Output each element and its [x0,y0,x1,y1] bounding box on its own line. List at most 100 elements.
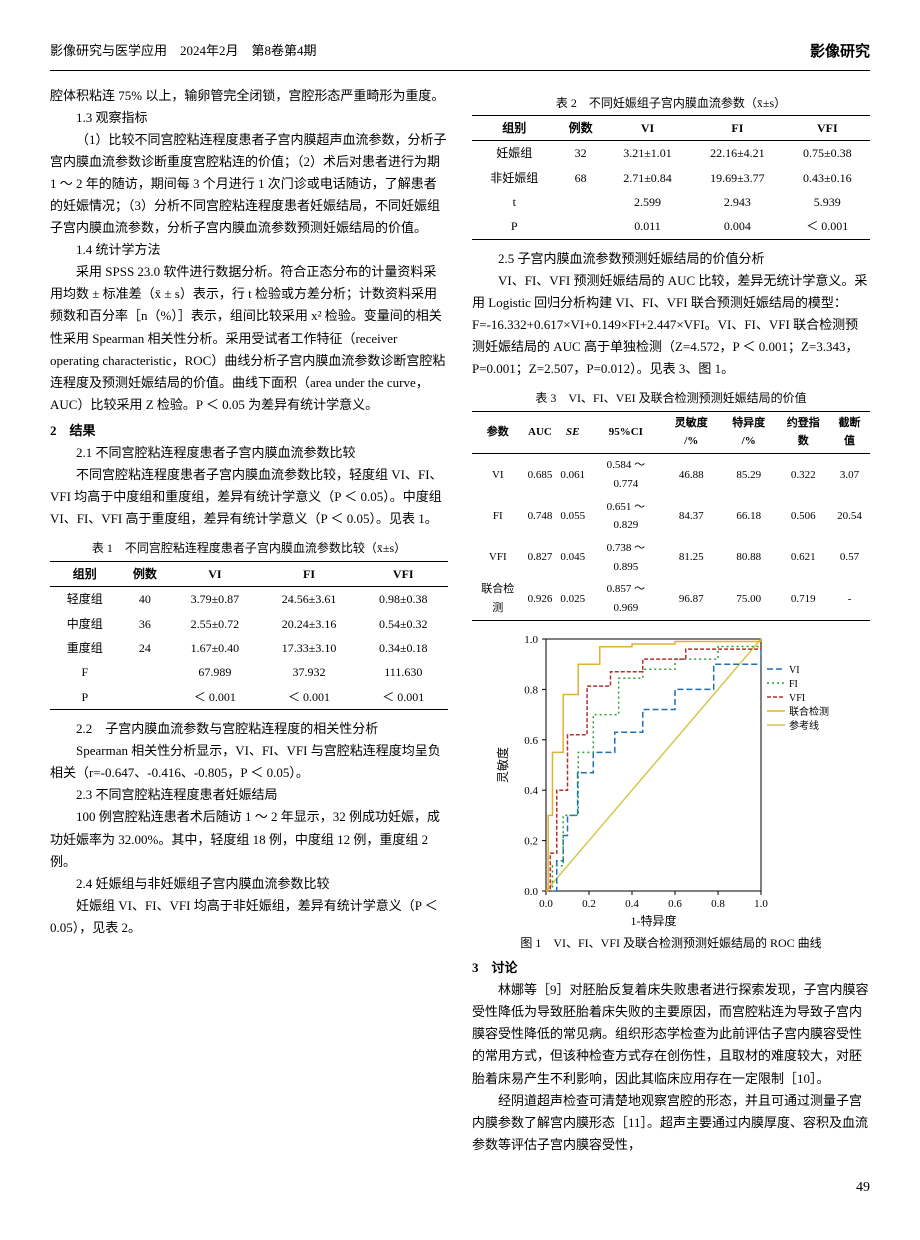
td: 0.584 ～ 0.774 [589,454,663,496]
paragraph: VI、FI、VFI 预测妊娠结局的 AUC 比较，差异无统计学意义。采用 Log… [472,270,870,380]
td: 0.926 [524,578,557,620]
td: 75.00 [720,578,777,620]
table-row: 联合检测0.9260.0250.857 ～ 0.96996.8775.000.7… [472,578,870,620]
svg-text:0.2: 0.2 [582,898,596,910]
td: 0.506 [777,496,829,537]
table-row: VI0.6850.0610.584 ～ 0.77446.8885.290.322… [472,454,870,496]
th: 组别 [472,115,557,140]
table-row: 妊娠组323.21±1.0122.16±4.210.75±0.38 [472,141,870,166]
svg-text:1.0: 1.0 [754,898,768,910]
table-row: P＜ 0.001＜ 0.001＜ 0.001 [50,685,448,710]
td: 0.011 [605,214,690,239]
figure1-caption: 图 1 VI、FI、VFI 及联合检测预测妊娠结局的 ROC 曲线 [472,933,870,953]
th: VI [605,115,690,140]
subsection-head: 2.4 妊娠组与非妊娠组子宫内膜血流参数比较 [50,873,448,895]
svg-text:联合检测: 联合检测 [789,705,829,718]
td: 67.989 [170,660,259,684]
th: 特异度 /% [720,411,777,453]
td: 3.07 [829,454,870,496]
subsection-head: 2.3 不同宫腔粘连程度患者妊娠结局 [50,784,448,806]
td: 36 [120,612,171,636]
td: 0.651 ～ 0.829 [589,496,663,537]
paragraph: 腔体积粘连 75% 以上，输卵管完全闭锁，宫腔形态严重畸形为重度。 [50,85,448,107]
td: ＜ 0.001 [359,685,448,710]
td: 0.025 [556,578,589,620]
right-column: 表 2 不同妊娠组子宫内膜血流参数（x̄±s） 组别 例数 VI FI VFI … [472,85,870,1156]
paragraph: 采用 SPSS 23.0 软件进行数据分析。符合正态分布的计量资料采用均数 ± … [50,261,448,416]
th: 约登指数 [777,411,829,453]
td: 5.939 [785,190,870,214]
td: VFI [472,537,524,578]
td: 111.630 [359,660,448,684]
td: 中度组 [50,612,120,636]
svg-text:0.6: 0.6 [524,734,538,746]
table3-caption: 表 3 VI、FI、VEI 及联合检测预测妊娠结局的价值 [472,388,870,408]
td: 40 [120,587,171,612]
td: 32 [557,141,605,166]
svg-text:0.4: 0.4 [625,898,639,910]
td: 重度组 [50,636,120,660]
td: 0.827 [524,537,557,578]
page-number: 49 [50,1176,870,1200]
section-name: 影像研究 [810,40,870,66]
th: VFI [785,115,870,140]
td: 2.943 [690,190,784,214]
svg-text:0.0: 0.0 [524,886,538,898]
paragraph: 妊娠组 VI、FI、VFI 均高于非妊娠组，差异有统计学意义（P ＜ 0.05）… [50,895,448,939]
td: 24 [120,636,171,660]
table-row: VFI0.8270.0450.738 ～ 0.89581.2580.880.62… [472,537,870,578]
td: 0.621 [777,537,829,578]
svg-text:0.4: 0.4 [524,785,538,797]
td: 1.67±0.40 [170,636,259,660]
td: 66.18 [720,496,777,537]
td: 0.061 [556,454,589,496]
td: 24.56±3.61 [260,587,359,612]
content-columns: 腔体积粘连 75% 以上，输卵管完全闭锁，宫腔形态严重畸形为重度。 1.3 观察… [50,85,870,1156]
td: P [50,685,120,710]
td [120,685,171,710]
td: t [472,190,557,214]
paragraph: Spearman 相关性分析显示，VI、FI、VFI 与宫腔粘连程度均呈负相关（… [50,740,448,784]
td: 联合检测 [472,578,524,620]
table-row: 重度组241.67±0.4017.33±3.100.34±0.18 [50,636,448,660]
td: 68 [557,166,605,190]
svg-text:FI: FI [789,679,798,690]
table-row: t 2.5992.9435.939 [472,190,870,214]
td: 0.322 [777,454,829,496]
paragraph: 经阴道超声检查可清楚地观察宫腔的形态，并且可通过测量子宫内膜参数了解宫内膜形态［… [472,1090,870,1156]
td: 2.599 [605,190,690,214]
figure1: 0.00.20.40.60.81.00.00.20.40.60.81.01-特异… [472,629,870,953]
th: SE [556,411,589,453]
table-row: 中度组362.55±0.7220.24±3.160.54±0.32 [50,612,448,636]
td: 0.004 [690,214,784,239]
td [557,190,605,214]
subsection-head: 2.5 子宫内膜血流参数预测妊娠结局的价值分析 [472,248,870,270]
td: 3.21±1.01 [605,141,690,166]
td: 0.045 [556,537,589,578]
td: VI [472,454,524,496]
svg-text:0.6: 0.6 [668,898,682,910]
th: 例数 [120,561,171,586]
td: ＜ 0.001 [260,685,359,710]
table-row: 轻度组403.79±0.8724.56±3.610.98±0.38 [50,587,448,612]
td: 0.719 [777,578,829,620]
td: 17.33±3.10 [260,636,359,660]
th: 95%CI [589,411,663,453]
td: 84.37 [663,496,720,537]
td: 2.71±0.84 [605,166,690,190]
table-row: FI0.7480.0550.651 ～ 0.82984.3766.180.506… [472,496,870,537]
th: 组别 [50,561,120,586]
svg-text:参考线: 参考线 [789,719,819,732]
td: 20.54 [829,496,870,537]
td: - [829,578,870,620]
td: 0.57 [829,537,870,578]
td: 96.87 [663,578,720,620]
svg-text:VFI: VFI [789,693,805,704]
subsection-head: 2.1 不同宫腔粘连程度患者子宫内膜血流参数比较 [50,442,448,464]
th: VI [170,561,259,586]
table-row: P0.0110.004＜ 0.001 [472,214,870,239]
roc-chart: 0.00.20.40.60.81.00.00.20.40.60.81.01-特异… [491,629,851,929]
th: FI [260,561,359,586]
td: 3.79±0.87 [170,587,259,612]
td: 19.69±3.77 [690,166,784,190]
